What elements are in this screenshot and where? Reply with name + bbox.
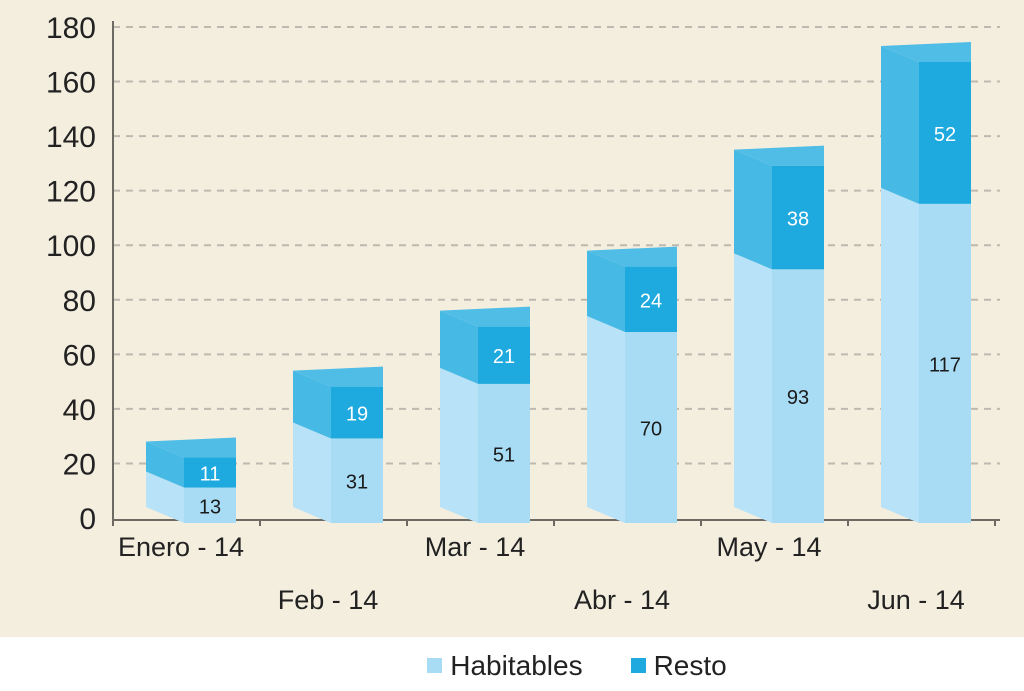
y-tick-label: 40 (63, 394, 96, 427)
x-tick-label: Enero - 14 (118, 532, 244, 562)
bar-resto (625, 266, 677, 333)
legend-item-habitables: Habitables (427, 649, 583, 682)
bar-side-habitables (146, 471, 184, 523)
data-label-habitables: 31 (346, 472, 368, 494)
bar-habitables (184, 487, 236, 523)
x-tick-label: Feb - 14 (278, 585, 379, 615)
data-label-resto: 24 (640, 290, 662, 312)
y-tick-label: 0 (79, 503, 96, 536)
bar-side-resto (440, 310, 478, 384)
bar-side-habitables (440, 367, 478, 523)
data-label-habitables: 117 (929, 354, 961, 376)
x-tick-label: Jun - 14 (867, 585, 965, 615)
bar-resto (184, 457, 236, 488)
bar-top (293, 366, 383, 387)
y-tick-label: 80 (63, 285, 96, 318)
data-label-habitables: 70 (640, 419, 662, 441)
legend-label-resto: Resto (653, 649, 727, 681)
data-label-resto: 38 (787, 208, 809, 230)
bar-resto (331, 386, 383, 439)
data-label-resto: 21 (493, 346, 515, 368)
x-tick-label: Mar - 14 (425, 532, 526, 562)
data-label-resto: 19 (346, 404, 368, 426)
bar-side-resto (293, 370, 331, 439)
bar-side-habitables (734, 253, 772, 524)
data-label-habitables: 51 (493, 444, 515, 466)
bar-side-resto (734, 149, 772, 270)
bar-top (734, 145, 824, 166)
bar-habitables (919, 203, 971, 523)
bar-side-habitables (293, 422, 331, 523)
x-tick-label: May - 14 (716, 532, 821, 562)
legend-item-resto: Resto (630, 649, 727, 682)
legend-swatch-resto (630, 658, 646, 673)
y-tick-label: 180 (46, 12, 96, 45)
data-label-resto: 11 (200, 464, 221, 486)
bar-resto (919, 62, 971, 204)
y-tick-label: 120 (46, 176, 96, 209)
x-tick-label: Abr - 14 (574, 585, 670, 615)
bar-top (146, 437, 236, 458)
legend-label-habitables: Habitables (450, 649, 583, 681)
bar-habitables (331, 438, 383, 523)
bar-side-resto (881, 46, 919, 204)
bar-side-resto (146, 441, 184, 488)
bar-side-habitables (881, 187, 919, 523)
bar-resto (478, 326, 530, 384)
y-tick-label: 20 (63, 448, 96, 481)
legend: Habitables Resto (0, 640, 1024, 691)
data-label-habitables: 93 (787, 387, 809, 409)
bar-habitables (625, 332, 677, 523)
y-tick-label: 160 (46, 67, 96, 100)
data-label-habitables: 13 (199, 496, 221, 518)
legend-swatch-habitables (427, 658, 443, 673)
y-tick-label: 60 (63, 339, 96, 372)
bar-habitables (772, 269, 824, 523)
bar-side-resto (587, 250, 625, 333)
bar-top (587, 246, 677, 267)
y-tick-label: 140 (46, 121, 96, 154)
data-label-resto: 52 (934, 124, 956, 146)
y-tick-label: 100 (46, 230, 96, 263)
bar-habitables (478, 383, 530, 523)
bar-top (440, 306, 530, 327)
bar-top (881, 42, 971, 63)
bar-resto (772, 165, 824, 270)
bar-side-habitables (587, 316, 625, 523)
